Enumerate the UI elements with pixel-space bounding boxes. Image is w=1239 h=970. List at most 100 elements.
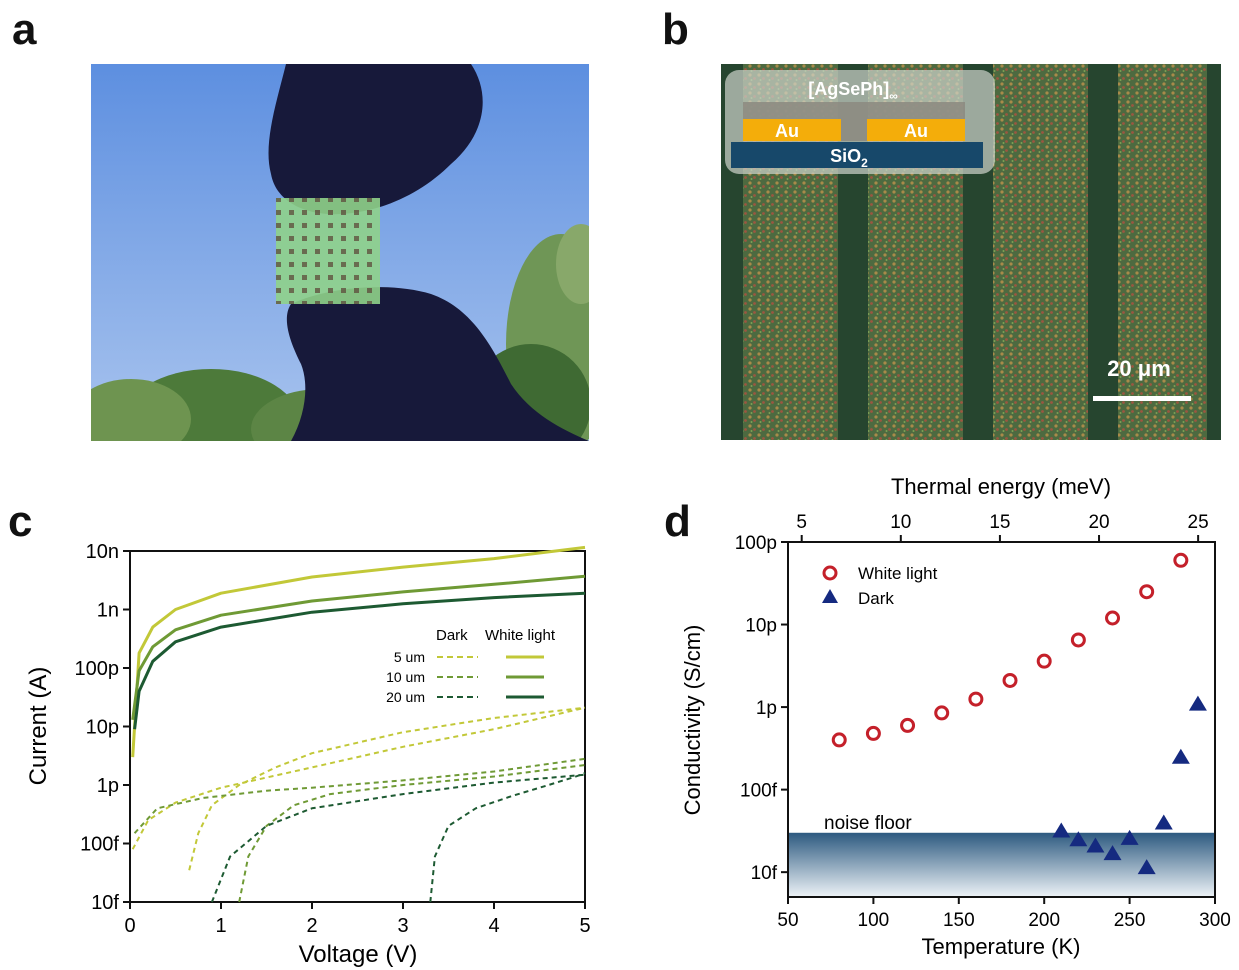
y-tick-label-c: 1n [97, 600, 119, 622]
series-line-5um-dark [188, 706, 586, 871]
plot-area-d [787, 541, 1216, 898]
legend-header-white-light: White light [485, 627, 556, 644]
point-dark [1052, 822, 1071, 838]
series-line-10um-dark [238, 764, 586, 903]
y-axis-label-d: Conductivity (S/cm) [680, 625, 705, 816]
x-axis-label-c: Voltage (V) [299, 941, 418, 968]
inset-au-left-label: Au [775, 121, 799, 141]
series-line-20um-white-light [133, 591, 586, 730]
legend-row-20um: 20 um [386, 689, 425, 705]
point-dark [1188, 695, 1207, 711]
point-white-light [1173, 552, 1189, 568]
y-tick-label-d: 1p [756, 698, 777, 719]
top-x-tick-label-d: 5 [796, 512, 807, 533]
x-tick-label-d: 250 [1114, 910, 1146, 931]
noise-floor-band [788, 832, 1215, 897]
au-right-electrode [867, 119, 965, 141]
point-dark [1154, 814, 1173, 830]
legend-c: Dark White light 5 um 10 um 20 um [386, 627, 556, 705]
legend-label-dark: Dark [858, 589, 894, 608]
point-dark [1120, 829, 1139, 845]
x-tick-label-c: 3 [397, 915, 408, 937]
series-line-5um-white-light [131, 545, 586, 758]
panel-label-b: b [662, 5, 689, 54]
y-tick-label-c: 10n [86, 541, 119, 563]
x-tick-label-c: 4 [488, 915, 499, 937]
glove-top [268, 64, 483, 215]
legend-d: White light Dark [822, 564, 938, 608]
legend-label-white-light: White light [858, 564, 938, 583]
point-white-light [968, 691, 984, 707]
panel-label-a: a [12, 5, 37, 54]
point-white-light [1105, 610, 1121, 626]
point-dark [1137, 859, 1156, 875]
inset-sio2-label: SiO2 [830, 146, 868, 170]
x-tick-label-d: 300 [1199, 910, 1231, 931]
device-inset: [AgSePh]∞ Au Au SiO2 [725, 70, 995, 174]
top-x-axis-label-d: Thermal energy (meV) [891, 474, 1111, 499]
device-photo [91, 64, 589, 441]
y-tick-label-d: 100f [740, 781, 778, 802]
point-white-light [865, 725, 881, 741]
legend-row-10um: 10 um [386, 669, 425, 685]
inset-agseph-label: [AgSePh]∞ [808, 79, 898, 103]
y-tick-label-c: 10f [91, 892, 119, 914]
glove-bottom [286, 287, 589, 441]
top-x-tick-label-d: 20 [1088, 512, 1109, 533]
device-photo-illustration [91, 64, 589, 441]
x-tick-label-d: 150 [943, 910, 975, 931]
point-white-light [1002, 672, 1018, 688]
point-dark [1086, 837, 1105, 853]
point-white-light [1070, 632, 1086, 648]
agseph-film [743, 102, 965, 119]
inset-au-right-label: Au [904, 121, 928, 141]
iv-chart: Voltage (V) Current (A) 0 1 2 3 4 5 10n 1n 100p 1… [25, 541, 591, 968]
legend-header-dark: Dark [436, 627, 468, 644]
x-tick-label-d: 200 [1028, 910, 1060, 931]
point-white-light [831, 732, 847, 748]
point-dark [1171, 748, 1190, 764]
plot-area-c [129, 550, 586, 903]
x-tick-label-c: 0 [124, 915, 135, 937]
y-tick-label-d: 10p [745, 616, 777, 637]
point-dark [1069, 831, 1088, 847]
sio2-layer [731, 142, 983, 168]
series-line-20um-dark [429, 772, 586, 903]
series-line-5um-dark [131, 706, 586, 850]
conductivity-chart: noise floor Temperature (K) Thermal ener… [680, 474, 1231, 959]
series-line-20um-dark [210, 773, 586, 903]
legend-row-5um: 5 um [394, 649, 425, 665]
x-tick-label-c: 2 [306, 915, 317, 937]
y-tick-label-c: 1p [97, 775, 119, 797]
au-left-electrode [743, 119, 841, 141]
x-tick-label-d: 100 [858, 910, 890, 931]
x-axis-label-d: Temperature (K) [922, 934, 1081, 959]
scalebar-label: 20 μm [1107, 356, 1171, 381]
noise-floor-label: noise floor [824, 813, 912, 834]
x-tick-label-d: 50 [777, 910, 798, 931]
point-dark [1103, 845, 1122, 861]
micrograph-illustration: [AgSePh]∞ Au Au SiO2 20 μm [721, 64, 1221, 440]
micrograph: [AgSePh]∞ Au Au SiO2 20 μm [721, 64, 1221, 440]
series-line-10um-white-light [131, 574, 586, 720]
y-tick-label-c: 10p [86, 717, 119, 739]
point-white-light [934, 705, 950, 721]
scalebar [1093, 396, 1191, 401]
point-white-light [1139, 584, 1155, 600]
point-white-light [1036, 653, 1052, 669]
panel-label-d: d [664, 497, 691, 546]
point-white-light [900, 717, 916, 733]
y-tick-label-c: 100f [80, 834, 119, 856]
legend-marker-dark [822, 589, 838, 603]
y-tick-label-d: 100p [735, 533, 777, 554]
series-line-10um-dark [133, 757, 586, 834]
y-tick-label-c: 100p [75, 658, 120, 680]
y-tick-label-d: 10f [751, 863, 778, 884]
x-tick-label-c: 1 [215, 915, 226, 937]
top-x-tick-label-d: 10 [890, 512, 911, 533]
top-x-tick-label-d: 15 [989, 512, 1010, 533]
top-x-tick-label-d: 25 [1188, 512, 1209, 533]
legend-marker-white-light [822, 565, 838, 581]
x-tick-label-c: 5 [579, 915, 590, 937]
y-axis-label-c: Current (A) [25, 667, 52, 786]
